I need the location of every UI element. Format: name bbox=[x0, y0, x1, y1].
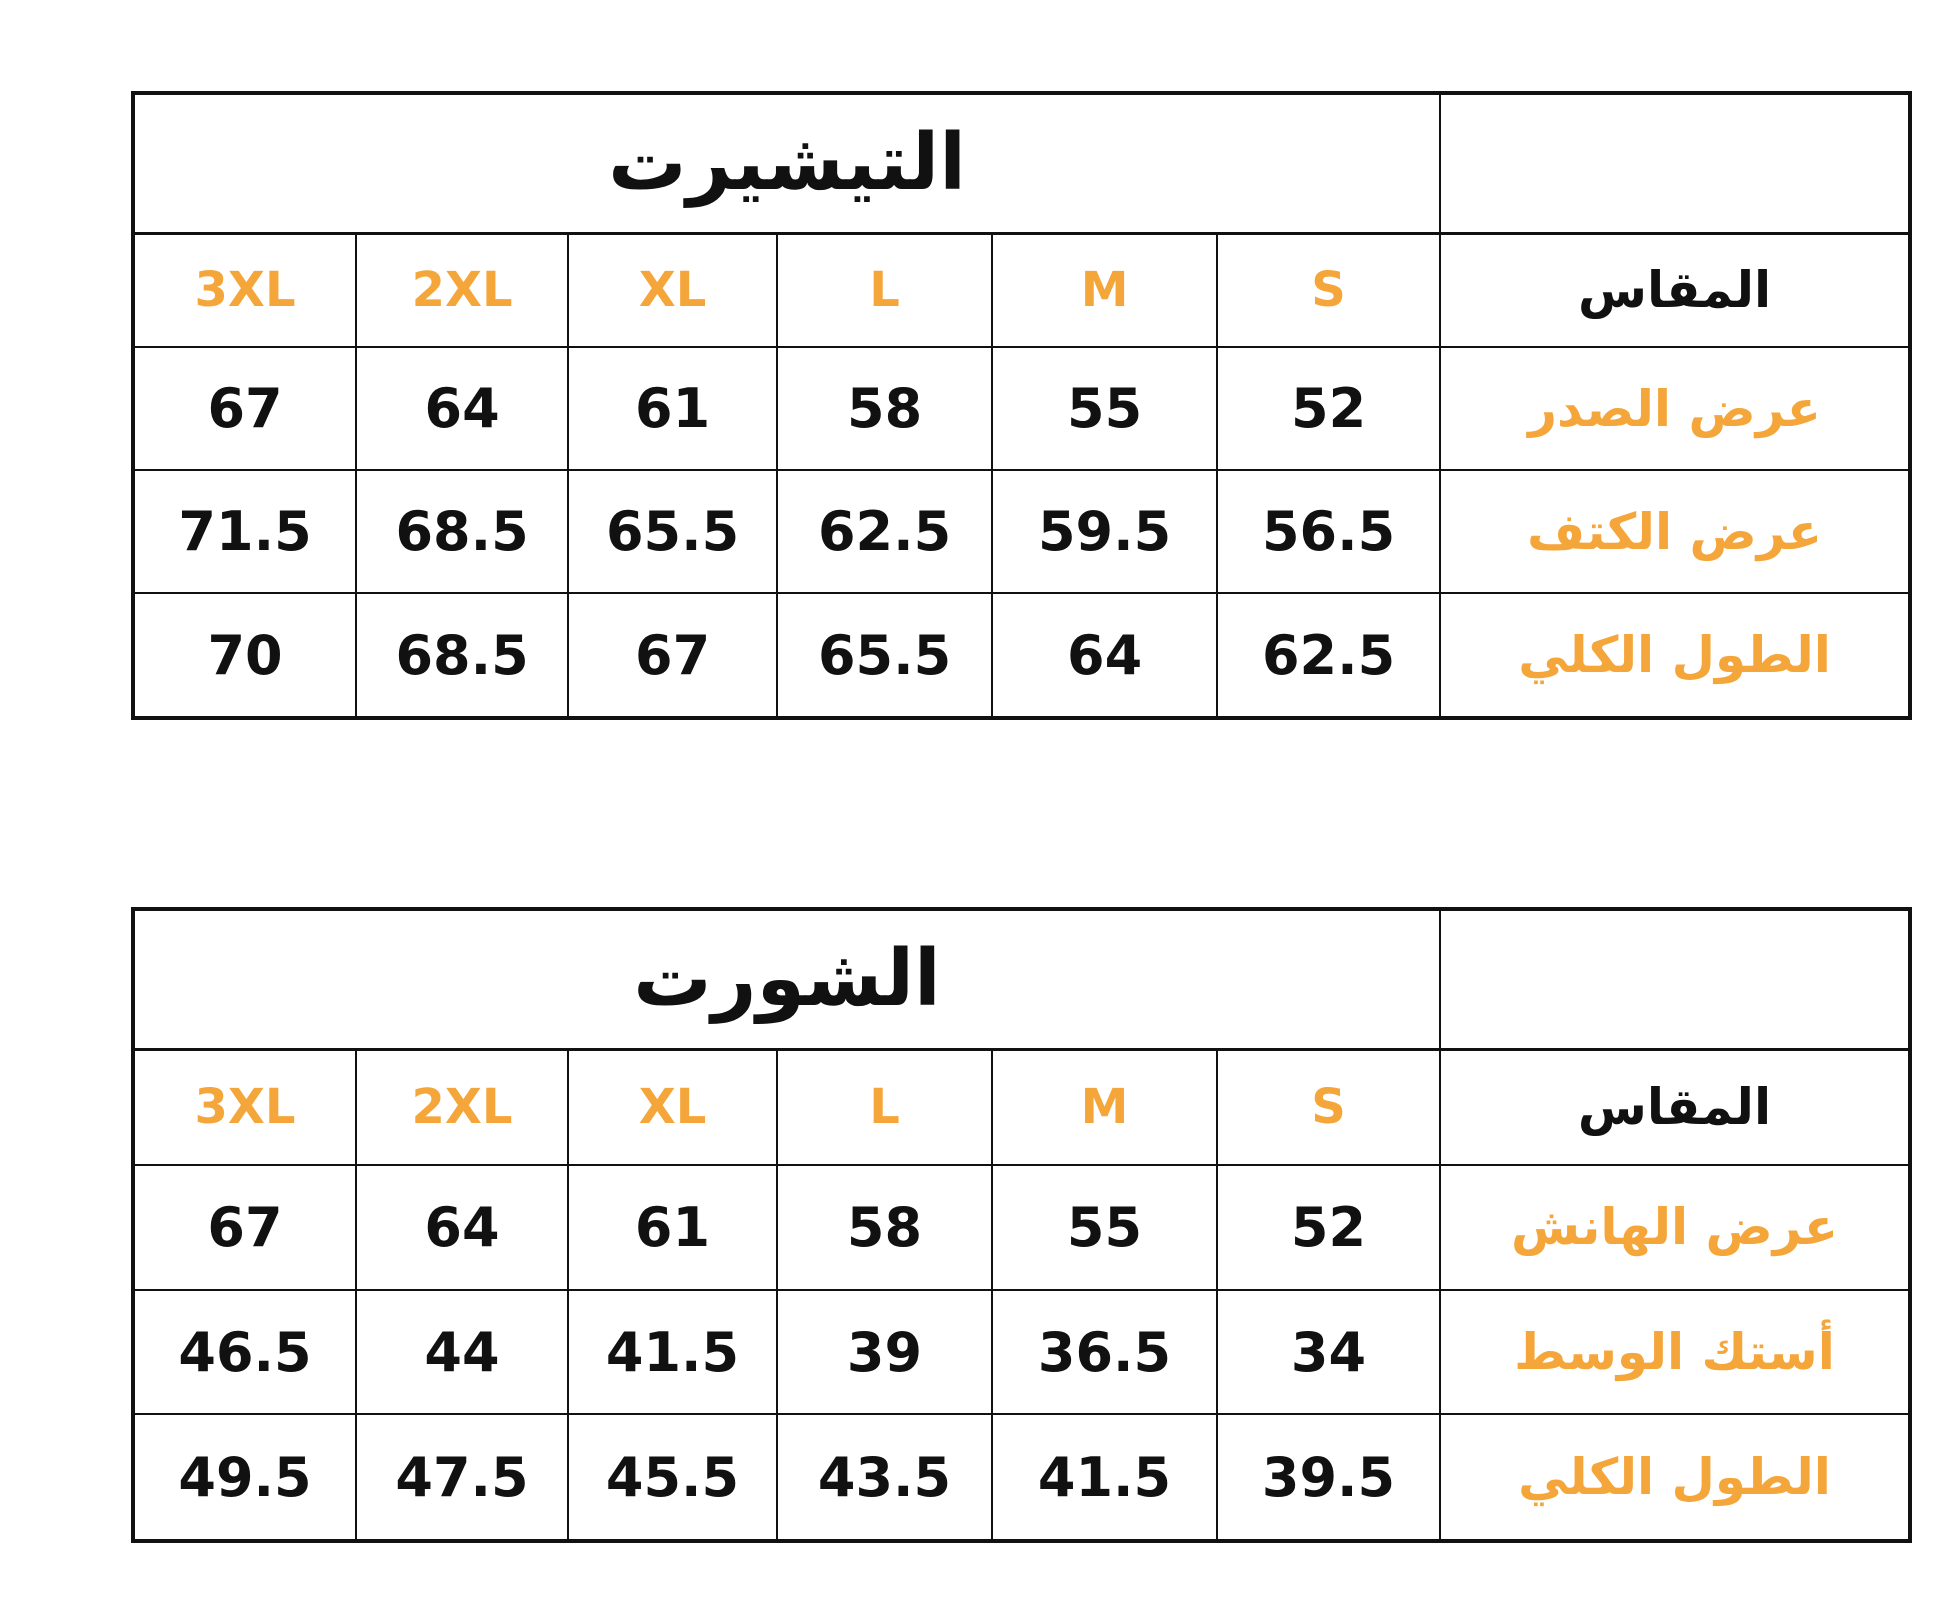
measurement-label: عرض الهانش bbox=[1439, 1164, 1911, 1291]
measurement-row: أستك الوسط 34 36.5 39 41.5 44 46.5 bbox=[132, 1288, 1911, 1416]
measurement-value: 58 bbox=[776, 1164, 993, 1291]
size-header-xl: XL bbox=[567, 231, 779, 349]
measurement-value: 67 bbox=[567, 592, 779, 719]
measurement-value: 67 bbox=[132, 1164, 357, 1291]
measurement-value: 44 bbox=[355, 1288, 569, 1416]
measurement-value: 67 bbox=[131, 346, 358, 472]
shorts-size-table: الشورت المقاس S M L XL 2XL 3XL عرض الهانش 52 55 58 6… bbox=[131, 907, 1912, 1543]
size-header-m: M bbox=[991, 1047, 1218, 1167]
measurement-row: عرض الصدر 52 55 58 61 64 67 bbox=[131, 346, 1912, 472]
measurement-value: 68.5 bbox=[355, 592, 570, 719]
measurement-label: الطول الكلي bbox=[1439, 1413, 1911, 1542]
measurement-value: 41.5 bbox=[567, 1288, 778, 1416]
measurement-value: 56.5 bbox=[1216, 469, 1442, 595]
measurement-value: 59.5 bbox=[991, 469, 1219, 595]
measurement-row: الطول الكلي 39.5 41.5 43.5 45.5 47.5 49.5 bbox=[132, 1413, 1911, 1542]
measurement-label: عرض الكتف bbox=[1439, 469, 1912, 595]
measurement-value: 55 bbox=[991, 346, 1219, 472]
empty-corner-cell bbox=[1439, 92, 1912, 235]
size-header-row: المقاس S M L XL 2XL 3XL bbox=[132, 1047, 1911, 1167]
measurement-value: 52 bbox=[1216, 1164, 1441, 1291]
measurement-row: الطول الكلي 62.5 64 65.5 67 68.5 70 bbox=[131, 592, 1912, 719]
size-header-l: L bbox=[776, 1047, 993, 1167]
measurement-value: 47.5 bbox=[355, 1413, 569, 1542]
measurement-value: 43.5 bbox=[776, 1413, 993, 1542]
size-header-2xl: 2XL bbox=[355, 1047, 569, 1167]
table-title: الشورت bbox=[132, 908, 1441, 1051]
measurement-value: 65.5 bbox=[776, 592, 994, 719]
measurement-value: 70 bbox=[131, 592, 358, 719]
size-header-l: L bbox=[776, 231, 994, 349]
measurement-value: 41.5 bbox=[991, 1413, 1218, 1542]
empty-corner-cell bbox=[1439, 908, 1911, 1051]
tshirt-size-table: التيشيرت المقاس S M L XL 2XL 3XL عرض الصدر 52 55 58… bbox=[131, 91, 1913, 720]
measurement-row: عرض الكتف 56.5 59.5 62.5 65.5 68.5 71.5 bbox=[131, 469, 1912, 595]
measurement-value: 52 bbox=[1216, 346, 1442, 472]
measurement-value: 61 bbox=[567, 346, 779, 472]
size-header-s: S bbox=[1216, 1047, 1441, 1167]
measurement-value: 55 bbox=[991, 1164, 1218, 1291]
measurement-value: 39.5 bbox=[1216, 1413, 1441, 1542]
measurement-label: الطول الكلي bbox=[1439, 592, 1912, 719]
table-title: التيشيرت bbox=[131, 92, 1442, 235]
size-header-3xl: 3XL bbox=[132, 1047, 357, 1167]
measurement-value: 58 bbox=[776, 346, 994, 472]
measurement-value: 65.5 bbox=[567, 469, 779, 595]
measurement-value: 64 bbox=[355, 346, 570, 472]
measurement-value: 46.5 bbox=[132, 1288, 357, 1416]
measurement-value: 61 bbox=[567, 1164, 778, 1291]
measurement-label: عرض الصدر bbox=[1439, 346, 1912, 472]
measurement-value: 62.5 bbox=[1216, 592, 1442, 719]
measurement-value: 68.5 bbox=[355, 469, 570, 595]
size-header-row: المقاس S M L XL 2XL 3XL bbox=[131, 231, 1912, 349]
measurement-label: أستك الوسط bbox=[1439, 1288, 1911, 1416]
measurement-value: 45.5 bbox=[567, 1413, 778, 1542]
title-row: الشورت bbox=[132, 908, 1911, 1051]
measurement-value: 49.5 bbox=[132, 1413, 357, 1542]
measurement-value: 36.5 bbox=[991, 1288, 1218, 1416]
size-header-xl: XL bbox=[567, 1047, 778, 1167]
measurement-value: 62.5 bbox=[776, 469, 994, 595]
measurement-value: 39 bbox=[776, 1288, 993, 1416]
measurement-value: 64 bbox=[355, 1164, 569, 1291]
measurement-value: 71.5 bbox=[131, 469, 358, 595]
title-row: التيشيرت bbox=[131, 92, 1912, 235]
measurement-value: 34 bbox=[1216, 1288, 1441, 1416]
measurement-row: عرض الهانش 52 55 58 61 64 67 bbox=[132, 1164, 1911, 1291]
size-header-s: S bbox=[1216, 231, 1442, 349]
size-header-m: M bbox=[991, 231, 1219, 349]
measurement-value: 64 bbox=[991, 592, 1219, 719]
size-header-label: المقاس bbox=[1439, 1047, 1911, 1167]
size-header-3xl: 3XL bbox=[131, 231, 358, 349]
size-header-label: المقاس bbox=[1439, 231, 1912, 349]
size-header-2xl: 2XL bbox=[355, 231, 570, 349]
